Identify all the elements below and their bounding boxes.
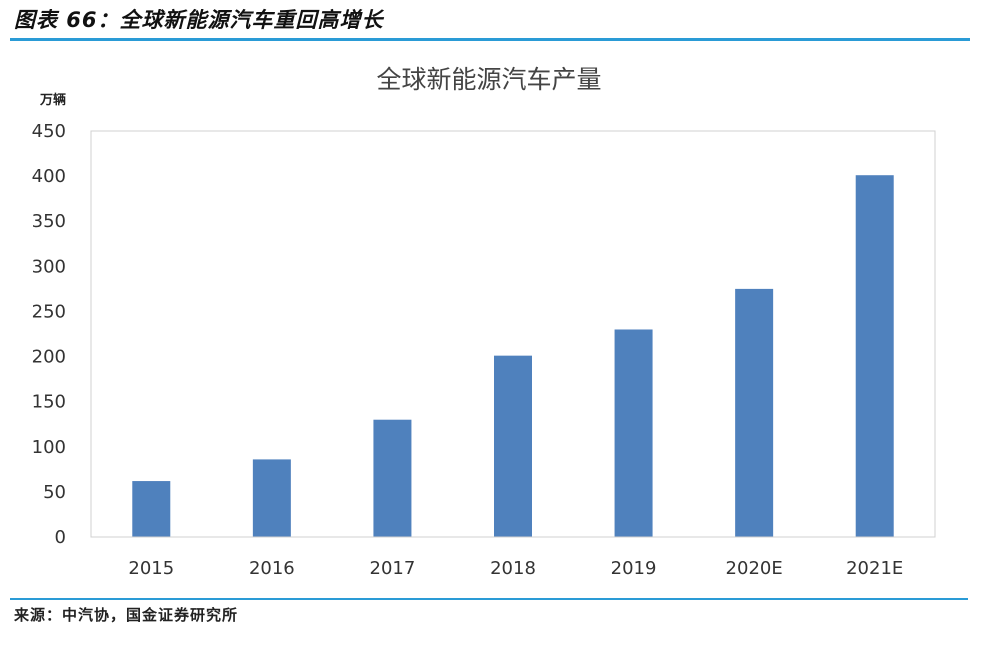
x-tick-label: 2020E xyxy=(726,558,783,579)
bar xyxy=(373,419,412,537)
y-tick-label: 200 xyxy=(32,347,66,368)
figure-header: 图表 66：全球新能源汽车重回高增长 xyxy=(14,8,384,32)
y-tick-label: 400 xyxy=(32,166,66,187)
bar xyxy=(252,459,291,537)
y-tick-label: 300 xyxy=(32,256,66,277)
header-divider xyxy=(10,38,970,41)
bar-series xyxy=(132,175,894,537)
x-tick-label: 2018 xyxy=(490,558,536,579)
bar xyxy=(132,481,171,537)
x-axis: 2015 2016 2017 2018 2019 2020E 2021E xyxy=(128,558,903,579)
x-tick-label: 2019 xyxy=(611,558,657,579)
bar xyxy=(614,329,653,537)
y-tick-label: 250 xyxy=(32,301,66,322)
y-tick-label: 350 xyxy=(32,211,66,232)
x-tick-label: 2017 xyxy=(370,558,416,579)
y-unit-label: 万辆 xyxy=(39,92,66,108)
y-tick-label: 100 xyxy=(32,437,66,458)
x-tick-label: 2015 xyxy=(128,558,174,579)
bar xyxy=(494,355,532,537)
bar xyxy=(735,288,774,537)
y-tick-label: 150 xyxy=(32,392,66,413)
x-tick-label: 2016 xyxy=(249,558,295,579)
y-tick-label: 450 xyxy=(32,121,66,142)
bar-chart: 全球新能源汽车产量 万辆 0 50 100 150 200 250 300 350 400 450… xyxy=(32,65,936,579)
y-axis: 0 50 100 150 200 250 300 350 400 450 xyxy=(32,121,66,548)
footer-divider xyxy=(10,598,968,600)
bar xyxy=(855,175,894,537)
chart-title: 全球新能源汽车产量 xyxy=(376,65,601,94)
source-note: 来源：中汽协，国金证券研究所 xyxy=(14,606,239,624)
y-tick-label: 50 xyxy=(43,482,66,503)
x-tick-label: 2021E xyxy=(846,558,903,579)
y-tick-label: 0 xyxy=(55,527,66,548)
